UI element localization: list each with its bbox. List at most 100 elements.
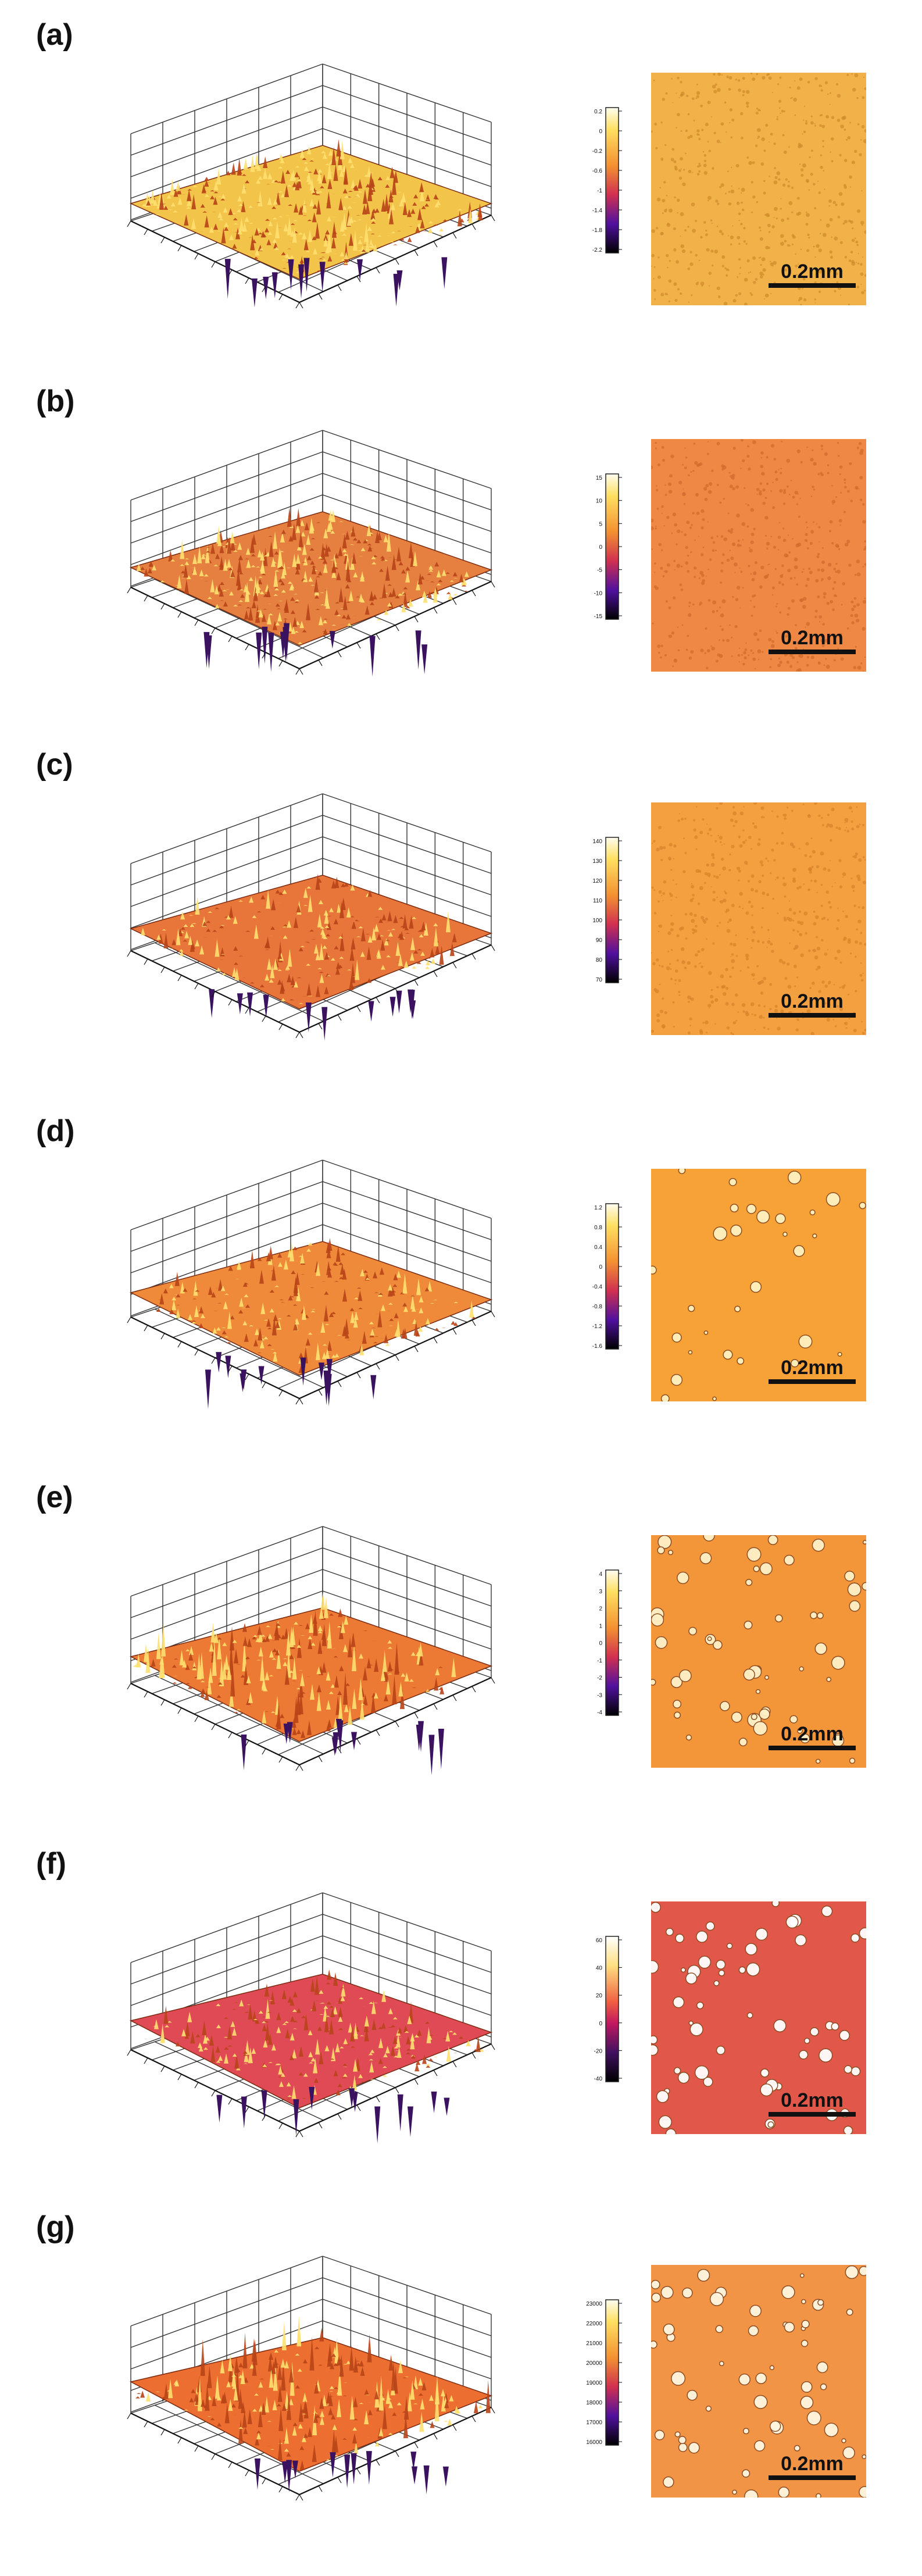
surface-texture	[142, 139, 483, 308]
colorbar-tick-label: -10	[594, 590, 603, 597]
colorbar-tick-label: -1.6	[592, 1343, 603, 1350]
surface-body	[129, 1241, 493, 1376]
scale-bar: 0.2mm	[769, 991, 856, 1018]
colorbar-tick-label: 0.4	[594, 1244, 602, 1251]
panel-a: (a) 0.2 0 -0.2 -0.6 -1 -1.4 -1.8 -2.2 0.2mm	[0, 17, 922, 384]
scale-bar: 0.2mm	[769, 2090, 856, 2117]
colorbar-tick-label: 120	[592, 878, 602, 884]
colorbar-tick-label: -0.4	[592, 1284, 603, 1290]
scale-bar-line	[769, 2112, 856, 2117]
surface-body	[129, 145, 493, 280]
colorbar-tick-label: 0	[599, 2021, 602, 2027]
scale-bar-line	[769, 1379, 856, 1384]
colorbar-tick-label: 0	[599, 129, 602, 135]
micrograph: 0.2mm	[651, 439, 866, 672]
colorbar-tick-label: -5	[597, 568, 602, 574]
colorbar-tick-label: -4	[597, 1710, 602, 1716]
colorbar-tick-label: 90	[596, 937, 603, 944]
surface-body	[129, 1974, 493, 2108]
colorbar: 60 40 20 0 -20 -40	[594, 1936, 622, 2082]
surface-plot-3d	[127, 1526, 495, 1775]
micrograph-texture	[651, 439, 866, 672]
colorbar-tick-label: 17000	[586, 2420, 602, 2426]
surface-body	[129, 1607, 493, 1742]
micrograph: 0.2mm	[651, 802, 866, 1035]
panel-f: (f) 60 40 20 0 -20 -40 0.2mm	[0, 1846, 922, 2213]
micrograph-texture	[651, 1169, 866, 1401]
colorbar-tick-label: 20	[596, 1993, 603, 1999]
micrograph: 0.2mm	[651, 2265, 866, 2497]
colorbar-tick-label: -15	[594, 613, 603, 620]
axis-ticks	[127, 1677, 495, 1771]
surface-texture	[140, 873, 457, 1041]
axis-ticks	[127, 215, 495, 309]
scale-bar: 0.2mm	[769, 261, 856, 288]
axis-ticks	[127, 581, 495, 675]
colorbar-tick-label: 0	[599, 1640, 602, 1647]
panel-b: (b) 15 10 5 0 -5 -10 -15 0.2mm	[0, 384, 922, 750]
colorbar-tick-label: 16000	[586, 2439, 602, 2446]
colorbar-tick-label: 4	[599, 1571, 602, 1578]
axis-ticks	[127, 2043, 495, 2138]
surface-plot-3d	[127, 2256, 495, 2501]
panel-d: (d) 1.2 0.8 0.4 0 -0.4 -0.8 -1.2 -1.6 0.2mm	[0, 1114, 922, 1480]
scale-bar-line	[769, 2475, 856, 2480]
panel-label: (e)	[36, 1480, 73, 1514]
surface-plot-3d	[127, 63, 495, 309]
colorbar-tick-label: -2.2	[592, 247, 603, 254]
colorbar-tick-label: 0	[599, 544, 602, 551]
colorbar-tick-label: 100	[592, 918, 602, 924]
scale-bar-label: 0.2mm	[781, 627, 844, 649]
colorbar: 140 130 120 110 100 90 80 70	[592, 837, 622, 983]
scale-bar-line	[769, 1746, 856, 1750]
colorbar-tick-label: 60	[596, 1938, 603, 1944]
surface-plot-3d	[127, 430, 495, 677]
panel-label: (a)	[36, 18, 73, 52]
scale-bar-label: 0.2mm	[781, 2089, 844, 2111]
axis-ticks	[127, 1311, 495, 1405]
panel-e: (e) 4 3 2 1 0 -1 -2 -3 -4 0.2mm	[0, 1480, 922, 1846]
micrograph: 0.2mm	[651, 73, 866, 305]
colorbar-tick-label: -0.2	[592, 148, 603, 155]
colorbar: 15 10 5 0 -5 -10 -15	[594, 473, 622, 620]
colorbar-tick-label: 2	[599, 1606, 602, 1612]
panel-g: (g) 23000 22000 21000 20000 19000 18000 17000 16…	[0, 2210, 922, 2576]
colorbar-tick-label: 22000	[586, 2321, 602, 2327]
colorbar-tick-label: 23000	[586, 2301, 602, 2307]
micrograph: 0.2mm	[651, 1169, 866, 1401]
colorbar-tick-label: 3	[599, 1589, 602, 1595]
micrograph: 0.2mm	[651, 1901, 866, 2134]
micrograph-texture	[651, 73, 866, 305]
colorbar-tick-label: 5	[599, 521, 602, 527]
scale-bar-label: 0.2mm	[781, 2453, 844, 2475]
scale-bar: 0.2mm	[769, 2453, 856, 2480]
colorbar-tick-label: 1.2	[594, 1205, 602, 1211]
scale-bar: 0.2mm	[769, 627, 856, 654]
axis-ticks	[127, 2407, 495, 2501]
panel-label: (d)	[36, 1114, 75, 1148]
colorbar-tick-label: -1.2	[592, 1323, 603, 1330]
scale-bar-label: 0.2mm	[781, 1357, 844, 1379]
surface-body	[129, 875, 493, 1009]
colorbar: 0.2 0 -0.2 -0.6 -1 -1.4 -1.8 -2.2	[592, 107, 622, 254]
colorbar-tick-label: -2	[597, 1675, 602, 1682]
micrograph-texture	[651, 1535, 866, 1764]
colorbar: 1.2 0.8 0.4 0 -0.4 -0.8 -1.2 -1.6	[592, 1203, 622, 1350]
colorbar-tick-label: 140	[592, 839, 602, 845]
colorbar-tick-label: 20000	[586, 2360, 602, 2367]
scale-bar-label: 0.2mm	[781, 990, 844, 1012]
scale-bar-line	[769, 283, 856, 288]
micrograph-texture	[651, 1901, 866, 2134]
micrograph: 0.2mm	[651, 1535, 866, 1768]
colorbar-tick-label: 10	[596, 498, 603, 505]
colorbar-tick-label: 0.8	[594, 1225, 602, 1231]
colorbar: 23000 22000 21000 20000 19000 18000 17000 16000	[586, 2299, 622, 2446]
colorbar-tick-label: 18000	[586, 2400, 602, 2406]
panel-c: (c) 140 130 120 110 100 90 80 70 0.2mm	[0, 747, 922, 1114]
surface-plot-3d	[127, 1892, 495, 2143]
scale-bar: 0.2mm	[769, 1724, 856, 1750]
colorbar-tick-label: -0.8	[592, 1304, 603, 1310]
colorbar-tick-label: 0.2	[594, 109, 602, 115]
scale-bar-label: 0.2mm	[781, 261, 844, 283]
colorbar-tick-label: 0	[599, 1264, 602, 1271]
